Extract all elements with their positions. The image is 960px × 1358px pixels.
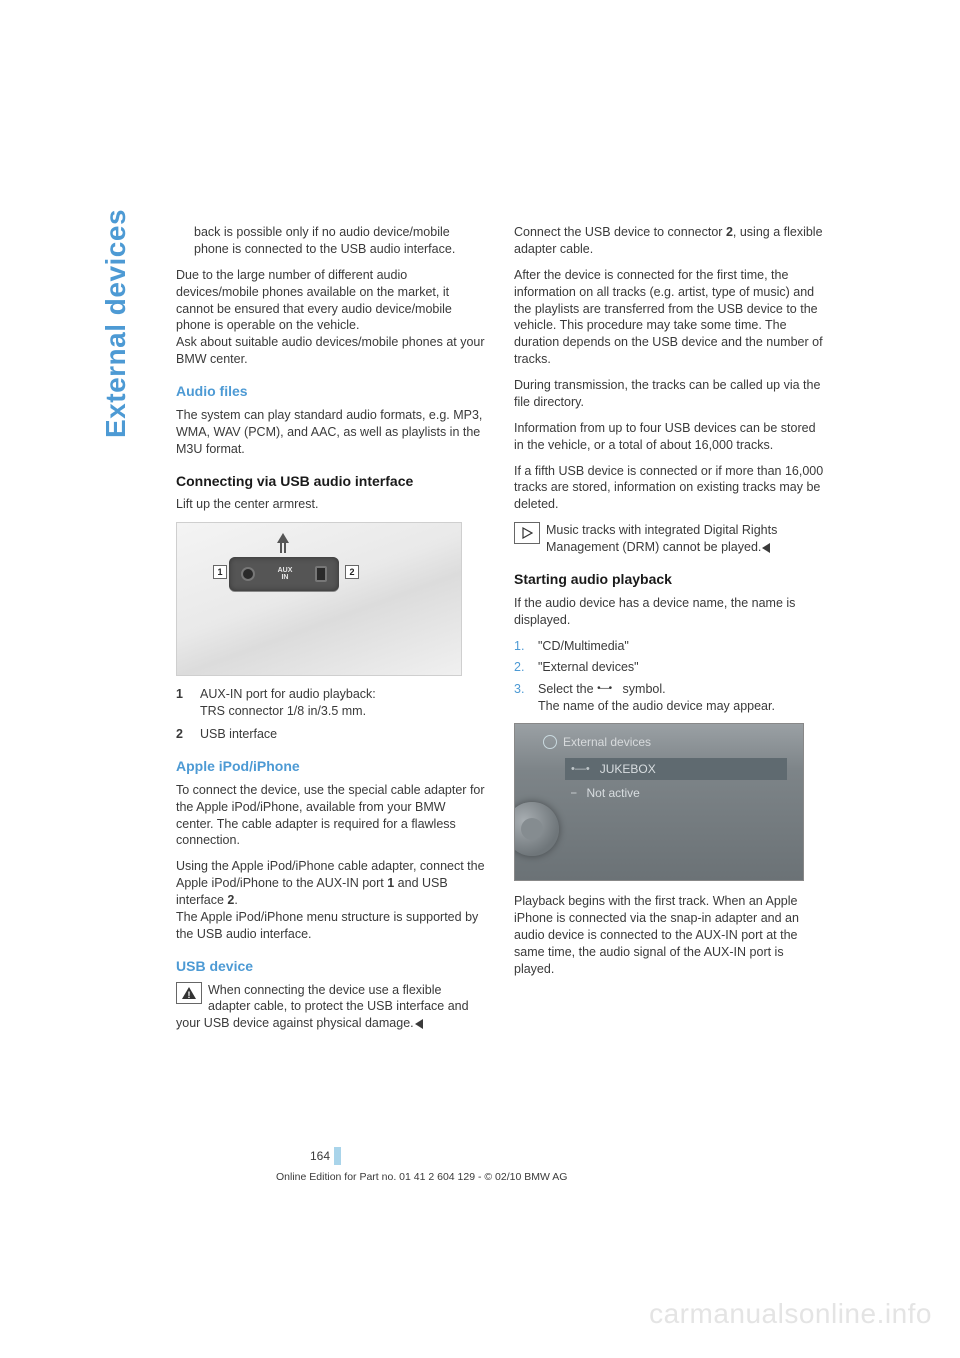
body-text: Information from up to four USB devices …	[514, 420, 824, 454]
step-number: 2.	[514, 659, 538, 676]
heading-starting-playback: Starting audio playback	[514, 570, 824, 589]
body-text: If the audio device has a device name, t…	[514, 595, 824, 629]
screen-title: External devices	[543, 734, 651, 750]
idrive-screenshot: External devices •—• JUKEBOX ⎯ Not activ…	[514, 723, 804, 881]
body-text: To connect the device, use the special c…	[176, 782, 486, 850]
text-span: symbol.	[619, 682, 666, 696]
usb-jack-icon	[315, 566, 327, 582]
legend-item: 1 AUX-IN port for audio playback: TRS co…	[176, 686, 486, 720]
arrow-icon	[277, 533, 289, 543]
arrow-icon	[280, 543, 286, 553]
step-text: Select the symbol. The name of the audio…	[538, 681, 824, 715]
end-marker-icon	[415, 1019, 423, 1029]
aux-panel: AUXIN	[229, 557, 339, 591]
step-text: "External devices"	[538, 659, 824, 676]
body-text: If a fifth USB device is connected or if…	[514, 463, 824, 514]
step-item: 1. "CD/Multimedia"	[514, 638, 824, 655]
aux-label: AUXIN	[278, 567, 293, 581]
right-column: Connect the USB device to connector 2, u…	[514, 224, 824, 1041]
step-item: 2. "External devices"	[514, 659, 824, 676]
aux-symbol-icon: ⎯	[571, 786, 577, 801]
usb-symbol-icon	[597, 685, 619, 695]
legend-item: 2 USB interface	[176, 726, 486, 743]
text-span: Not active	[587, 785, 640, 801]
page-number: 164	[310, 1147, 826, 1165]
heading-apple: Apple iPod/iPhone	[176, 757, 486, 776]
warning-block: ! When connecting the device use a flexi…	[176, 982, 486, 1033]
left-column: back is possible only if no audio device…	[176, 224, 486, 1041]
body-text: back is possible only if no audio device…	[176, 224, 486, 258]
text-span: External devices	[563, 734, 651, 750]
text-span: JUKEBOX	[600, 761, 656, 777]
step-number: 3.	[514, 681, 538, 715]
globe-icon	[543, 735, 557, 749]
body-text: After the device is connected for the fi…	[514, 267, 824, 368]
text-span: Music tracks with integrated Digital Rig…	[546, 523, 777, 554]
legend-text: AUX-IN port for audio playback: TRS conn…	[200, 686, 486, 720]
text-span: TRS connector 1/8 in/3.5 mm.	[200, 704, 366, 718]
body-text: The system can play standard audio forma…	[176, 407, 486, 458]
footer-line: Online Edition for Part no. 01 41 2 604 …	[276, 1171, 826, 1183]
side-chapter-label: External devices	[100, 209, 132, 438]
idrive-knob-icon	[514, 802, 559, 856]
callout-marker: 2	[345, 565, 359, 579]
heading-connecting-usb: Connecting via USB audio interface	[176, 472, 486, 491]
heading-audio-files: Audio files	[176, 382, 486, 401]
page-number-text: 164	[310, 1149, 330, 1163]
watermark: carmanualsonline.info	[649, 1298, 932, 1330]
text-span: The name of the audio device may appear.	[538, 699, 775, 713]
body-text: Using the Apple iPod/iPhone cable adapte…	[176, 858, 486, 942]
legend-text: USB interface	[200, 726, 486, 743]
page-content: back is possible only if no audio device…	[176, 224, 826, 1041]
end-marker-icon	[762, 543, 770, 553]
body-text: Connect the USB device to connector 2, u…	[514, 224, 824, 258]
usb-symbol-icon: •—•	[571, 762, 590, 777]
callout-marker: 1	[213, 565, 227, 579]
legend-number: 1	[176, 686, 200, 720]
inline-ref: 2	[726, 225, 733, 239]
play-icon	[514, 522, 540, 544]
body-text: Playback begins with the first track. Wh…	[514, 893, 824, 977]
note-block: Music tracks with integrated Digital Rig…	[514, 522, 824, 556]
svg-text:!: !	[188, 990, 191, 1000]
body-text: Due to the large number of different aud…	[176, 267, 486, 368]
screen-row-selected: •—• JUKEBOX	[565, 758, 787, 780]
warning-icon: !	[176, 982, 202, 1004]
screen-row: ⎯ Not active	[565, 782, 787, 804]
text-span: Connect the USB device to connector	[514, 225, 726, 239]
text-span: .	[234, 893, 237, 907]
text-span: When connecting the device use a flexibl…	[176, 983, 469, 1031]
page-bar-icon	[334, 1147, 341, 1165]
step-text: "CD/Multimedia"	[538, 638, 824, 655]
step-number: 1.	[514, 638, 538, 655]
text-span: Ask about suitable audio devices/mobile …	[176, 335, 485, 366]
body-text: Lift up the center armrest.	[176, 496, 486, 513]
text-span: Due to the large number of different aud…	[176, 268, 452, 333]
page-footer: 164 Online Edition for Part no. 01 41 2 …	[176, 1147, 826, 1183]
figure-aux-usb: AUXIN 1 2	[176, 522, 462, 676]
text-span: The Apple iPod/iPhone menu structure is …	[176, 910, 478, 941]
step-item: 3. Select the symbol. The name of the au…	[514, 681, 824, 715]
legend-number: 2	[176, 726, 200, 743]
aux-jack-icon	[241, 567, 255, 581]
body-text: During transmission, the tracks can be c…	[514, 377, 824, 411]
text-span: AUX-IN port for audio playback:	[200, 687, 376, 701]
text-span: Select the	[538, 682, 597, 696]
heading-usb-device: USB device	[176, 957, 486, 976]
